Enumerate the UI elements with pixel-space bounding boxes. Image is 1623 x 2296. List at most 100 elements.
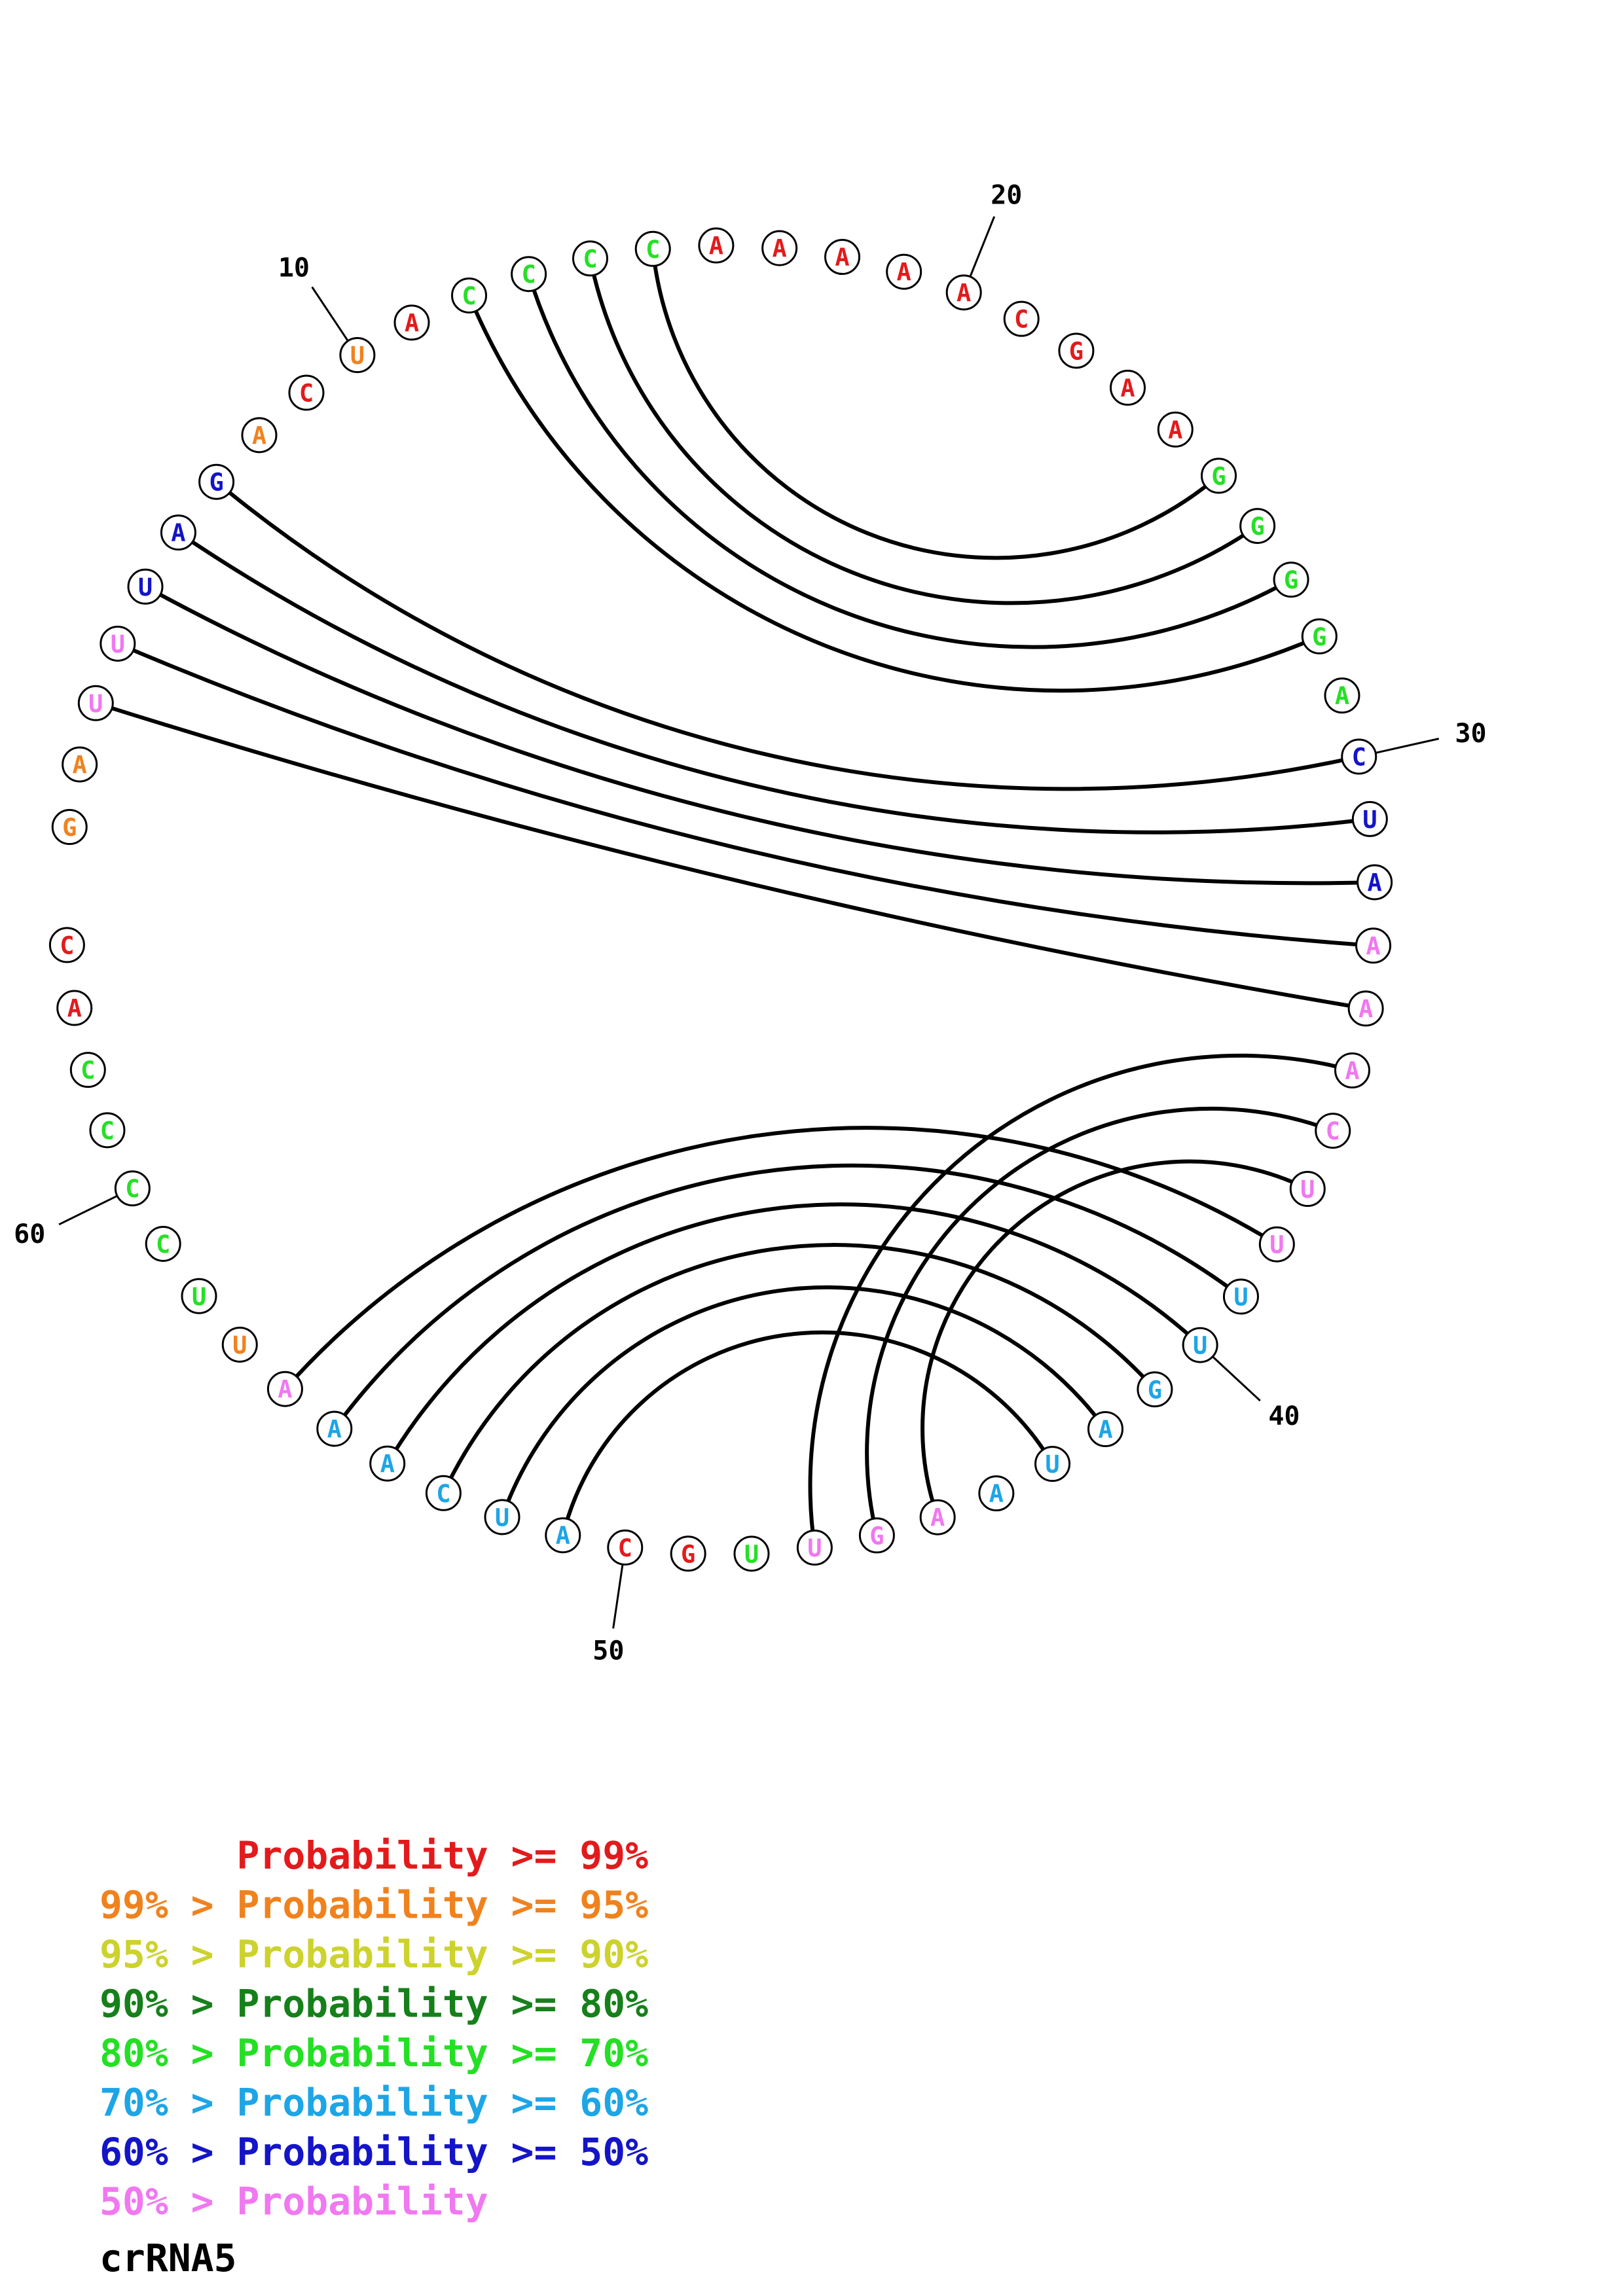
nucleotide-47: U	[796, 1530, 833, 1566]
tick-label-10: 10	[278, 253, 310, 283]
nucleotide-letter: A	[278, 1376, 292, 1404]
nucleotide-circle	[733, 1535, 770, 1572]
nucleotide-letter: C	[1014, 306, 1029, 334]
nucleotide-circle	[89, 1112, 126, 1149]
nucleotide-44: A	[978, 1475, 1015, 1512]
nucleotide-letter: U	[807, 1534, 822, 1562]
nucleotide-64: C	[48, 927, 85, 963]
nucleotide-59: C	[145, 1225, 181, 1262]
nucleotide-letter: A	[1168, 416, 1182, 444]
nucleotide-letter: C	[156, 1230, 170, 1259]
legend-entry-1: Probability >= 99%	[100, 1833, 648, 1878]
nucleotide-circle	[858, 1517, 895, 1554]
base-pair-arc-14-26	[588, 258, 1259, 605]
nucleotide-letter: A	[957, 279, 971, 307]
nucleotide-42: A	[1087, 1411, 1123, 1448]
nucleotide-letter: A	[1366, 932, 1380, 960]
nucleotide-56: A	[266, 1371, 303, 1407]
nucleotide-29: A	[1324, 677, 1360, 714]
nucleotide-35: A	[1334, 1052, 1370, 1089]
nucleotide-circle	[919, 1499, 956, 1535]
tick-label-50: 50	[593, 1636, 624, 1666]
base-pair-arc-35-47	[808, 1053, 1353, 1548]
nucleotide-letter: A	[1359, 995, 1373, 1023]
nucleotide-circle	[1222, 1278, 1259, 1315]
nucleotide-letter: G	[209, 469, 223, 497]
nucleotide-46: G	[858, 1517, 895, 1554]
legend-entry-3: 95% > Probability >= 90%	[100, 1932, 648, 1977]
nucleotide-circle	[62, 746, 98, 783]
nucleotide-circle	[572, 240, 608, 277]
nucleotide-circle	[1087, 1411, 1123, 1448]
nucleotide-16: A	[698, 227, 735, 264]
tick-line-60	[58, 1194, 118, 1226]
nucleotide-5: U	[127, 568, 164, 605]
nucleotide-10: U	[339, 337, 376, 374]
base-pair-arc-13-27	[526, 273, 1292, 649]
base-pair-arc-43-51	[560, 1330, 1055, 1536]
nucleotide-circle	[69, 1052, 106, 1088]
nucleotide-circle	[393, 304, 430, 341]
nucleotide-58: U	[181, 1278, 217, 1314]
nucleotide-circle	[1201, 457, 1237, 494]
nucleotide-letter: G	[1211, 462, 1226, 490]
nucleotide-letter: U	[111, 630, 125, 658]
nucleotide-letter: A	[897, 259, 911, 287]
nucleotide-circle	[607, 1529, 644, 1566]
base-pair-arc-7-30	[215, 480, 1360, 791]
nucleotide-circle	[1273, 562, 1309, 598]
nucleotide-letter: A	[989, 1480, 1004, 1508]
nucleotide-circle	[56, 990, 93, 1026]
nucleotide-circle	[145, 1225, 181, 1262]
tick-line-40	[1212, 1355, 1261, 1402]
nucleotide-41: G	[1137, 1371, 1173, 1408]
base-pair-arc-42-52	[500, 1285, 1107, 1518]
nucleotide-letter: A	[171, 519, 185, 547]
nucleotide-25: G	[1201, 457, 1237, 494]
nucleotide-circle	[1110, 369, 1146, 406]
nucleotide-62: C	[69, 1052, 106, 1088]
nucleotide-circle	[451, 277, 488, 314]
nucleotide-letter: U	[495, 1503, 509, 1532]
nucleotide-letter: G	[1284, 566, 1298, 594]
nucleotide-letter: C	[583, 245, 597, 273]
nucleotide-circle	[1351, 800, 1388, 837]
nucleotide-letter: A	[930, 1504, 945, 1532]
nucleotide-letter: A	[835, 243, 849, 272]
nucleotide-letter: U	[138, 573, 153, 601]
base-pair-arc-40-54	[386, 1202, 1202, 1465]
nucleotide-53: C	[425, 1475, 462, 1511]
nucleotide-circle	[316, 1410, 353, 1447]
nucleotide-circle	[221, 1326, 258, 1363]
nucleotide-letter: A	[1367, 869, 1381, 897]
base-pair-arc-39-55	[333, 1163, 1243, 1430]
nucleotide-circle	[1347, 990, 1384, 1027]
nucleotide-8: A	[241, 417, 278, 454]
legend-entry-5: 80% > Probability >= 70%	[100, 2031, 648, 2075]
nucleotide-26: G	[1239, 508, 1276, 545]
nucleotide-letter: C	[1352, 744, 1366, 772]
nucleotide-circle	[1003, 300, 1040, 337]
nucleotide-letter: U	[744, 1540, 759, 1568]
nucleotide-23: A	[1110, 369, 1146, 406]
nucleotide-45: A	[919, 1499, 956, 1535]
probability-legend: Probability >= 99% 99% > Probability >= 9…	[100, 1833, 648, 2224]
nucleotide-20: A	[945, 274, 982, 311]
nucleotide-37: U	[1289, 1171, 1326, 1208]
base-pair-arc-3-34	[95, 701, 1366, 1011]
nucleotide-letter: U	[1233, 1283, 1248, 1311]
nucleotide-letter: C	[299, 380, 314, 408]
nucleotide-1: G	[51, 809, 88, 846]
nucleotide-circle	[1157, 411, 1194, 448]
nucleotide-circle	[1355, 927, 1392, 964]
nucleotide-circle	[1258, 1226, 1295, 1263]
base-pair-arc-38-56	[283, 1126, 1278, 1391]
nucleotide-14: C	[572, 240, 608, 277]
nucleotide-circle	[127, 568, 164, 605]
nucleotide-letter: A	[1345, 1057, 1359, 1085]
nucleotide-circle	[1341, 738, 1377, 775]
nucleotide-circle	[978, 1475, 1015, 1512]
nucleotide-circle	[1137, 1371, 1173, 1408]
